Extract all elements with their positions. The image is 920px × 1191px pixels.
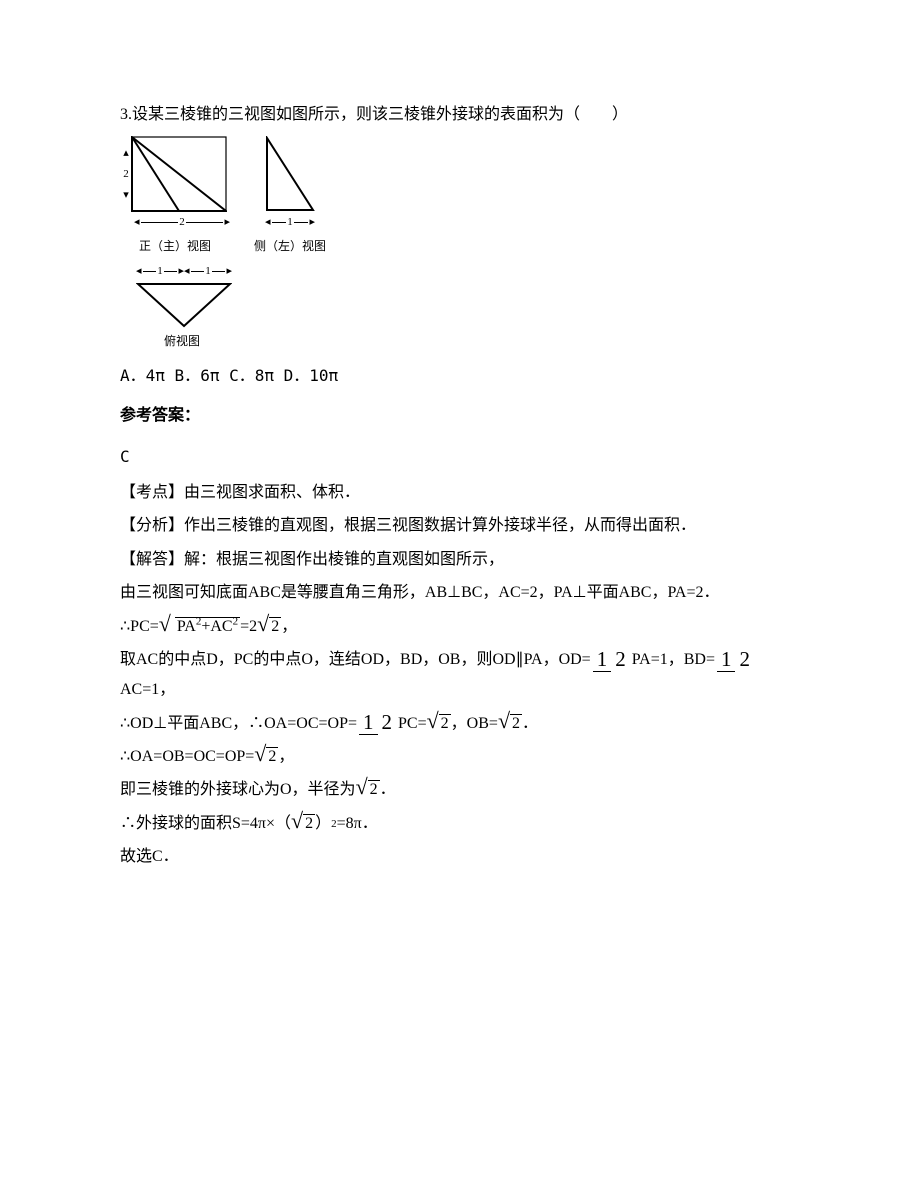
side-view-label: 侧（左）视图 <box>254 235 326 258</box>
frac-1-2-c: 12 <box>359 712 396 733</box>
analysis-line: 【分析】作出三棱锥的直观图，根据三视图数据计算外接球半径，从而得出面积． <box>120 511 800 541</box>
option-b-label: B． <box>165 366 200 385</box>
option-d-value: 10π <box>309 366 338 385</box>
option-d-label: D． <box>274 366 309 385</box>
area-line: ∴外接球的面积S=4π×（ √2 ）2=8π． <box>120 809 800 839</box>
side-view-block: ◂ 1 ▸ 侧（左）视图 <box>254 136 326 258</box>
sqrt-2-e: √2 <box>356 775 380 805</box>
front-view-svg <box>131 136 227 212</box>
oa-equal-line: ∴OA=OB=OC=OP= √2 ， <box>120 742 800 772</box>
option-a-label: A． <box>120 366 146 385</box>
exam-point-line: 【考点】由三视图求面积、体积． <box>120 478 800 508</box>
od-perp-line: ∴OD⊥平面ABC，∴OA=OC=OP= 12 PC= √2 ，OB= √2 ． <box>120 709 800 739</box>
top-width-dims: ◂ 1 ▸◂ 1 ▸ <box>136 261 232 282</box>
top-view-svg <box>136 282 232 328</box>
pc-equation-line: ∴PC= √ PA2+AC2 =2 √2 ， <box>120 612 800 642</box>
top-view-label: 俯视图 <box>164 330 200 353</box>
front-view-label: 正（主）视图 <box>139 235 211 258</box>
question-text: 3.设某三棱锥的三视图如图所示，则该三棱锥外接球的表面积为（ ） <box>120 100 800 130</box>
front-height-dim: ▴ 2 ▾ <box>123 143 129 206</box>
conclusion-line: 故选C． <box>120 842 800 872</box>
option-b-value: 6π <box>200 366 219 385</box>
options-row: A．4π B．6π C．8π D．10π <box>120 361 800 391</box>
side-width-dim: ◂ 1 ▸ <box>265 212 315 233</box>
top-view-block: ◂ 1 ▸◂ 1 ▸ 俯视图 <box>136 261 800 353</box>
sqrt-2-c: √2 <box>498 709 522 739</box>
sqrt-2-b: √2 <box>427 709 451 739</box>
side-view-svg <box>265 136 315 212</box>
sqrt-pa2-ac2: √ PA2+AC2 <box>159 612 240 642</box>
option-c-label: C． <box>219 366 254 385</box>
sqrt-2-a: √2 <box>257 612 281 642</box>
top-views-row: ▴ 2 ▾ ◂ 2 ▸ 正（主）视图 <box>120 136 800 258</box>
option-a-value: 4π <box>146 366 165 385</box>
question-number: 3. <box>120 106 132 123</box>
front-view-block: ▴ 2 ▾ ◂ 2 ▸ 正（主）视图 <box>120 136 230 258</box>
sqrt-2-d: √2 <box>254 742 278 772</box>
option-c-value: 8π <box>255 366 274 385</box>
frac-1-2-a: 12 <box>593 649 630 670</box>
solve-line-2: 由三视图可知底面ABC是等腰直角三角形，AB⊥BC，AC=2，PA⊥平面ABC，… <box>120 578 800 608</box>
answer-letter: C <box>120 442 800 472</box>
sqrt-2-f: √2 <box>291 809 315 839</box>
three-views-diagram: ▴ 2 ▾ ◂ 2 ▸ 正（主）视图 <box>120 136 800 352</box>
solve-line-1: 【解答】解：根据三视图作出棱锥的直观图如图所示， <box>120 545 800 575</box>
front-view-with-dim: ▴ 2 ▾ <box>123 136 227 212</box>
midpoint-line: 取AC的中点D，PC的中点O，连结OD，BD，OB，则OD∥PA，OD= 12 … <box>120 645 800 706</box>
front-width-dim: ◂ 2 ▸ <box>134 212 230 233</box>
frac-1-2-b: 12 <box>717 649 754 670</box>
answer-heading: 参考答案： <box>120 401 800 431</box>
center-line: 即三棱锥的外接球心为O，半径为 √2 ． <box>120 775 800 805</box>
